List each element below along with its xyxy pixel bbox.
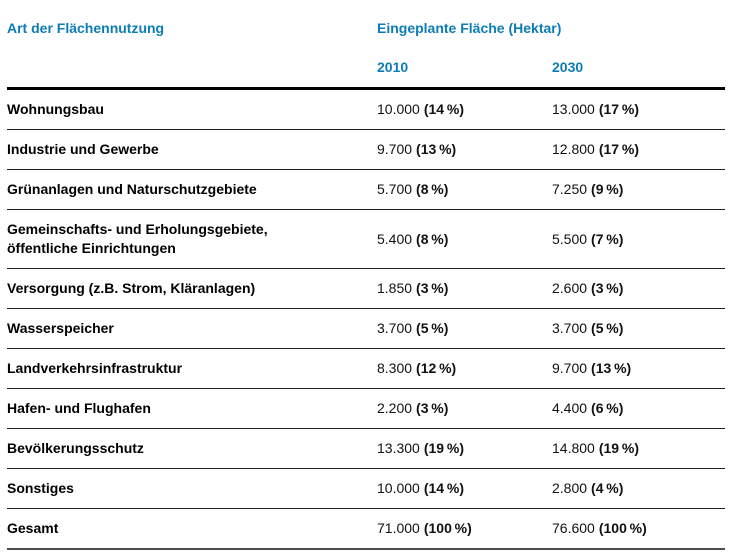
value-number: 3.700 [552,320,588,336]
table-row-sonstiges: Sonstiges 10.000 (14 %) 2.800 (4 %) [7,469,725,509]
value-percent: (14 %) [423,101,464,117]
table-row-hafen-und-flughafen: Hafen- und Flughafen 2.200 (3 %) 4.400 (6 … [7,389,725,429]
table-row-bevoelkerungsschutz: Bevölkerungsschutz 13.300 (19 %) 14.800 (1… [7,429,725,469]
row-label: Hafen- und Flughafen [7,400,151,416]
row-label: Gemeinschafts- und Erholungsgebiete, öff… [7,221,268,256]
value-percent: (4 %) [591,480,624,496]
value-2030: 5.500 (7 %) [552,230,725,249]
value-number: 13.300 [377,440,420,456]
land-use-table: Art der Flächennutzung Eingeplante Fläch… [7,0,725,550]
row-label: Bevölkerungsschutz [7,440,144,456]
value-percent: (3 %) [591,280,624,296]
value-2030: 13.000 (17 %) [552,100,725,119]
value-2030: 3.700 (5 %) [552,319,725,338]
value-2010: 8.300 (12 %) [377,359,552,378]
value-2010: 10.000 (14 %) [377,100,552,119]
value-number: 3.700 [377,320,413,336]
value-percent: (17 %) [598,101,639,117]
value-percent: (19 %) [423,440,464,456]
table-row-gruenanlagen: Grünanlagen und Naturschutzgebiete 5.700… [7,170,725,210]
row-label: Industrie und Gewerbe [7,141,159,157]
value-number: 9.700 [552,360,588,376]
header-years-row: 2010 2030 [7,58,725,77]
value-number: 5.700 [377,181,413,197]
value-percent: (7 %) [591,230,624,247]
year-header-2030: 2030 [552,59,584,75]
year-header-2010: 2010 [377,59,409,75]
value-percent: (9 %) [591,181,624,197]
value-percent: (17 %) [598,141,639,157]
value-percent: (14 %) [423,480,464,496]
value-2030: 12.800 (17 %) [552,140,725,159]
value-number: 10.000 [377,101,420,117]
value-number: 1.850 [377,280,413,296]
value-number: 76.600 [552,520,595,536]
header-spacer [7,58,377,77]
value-percent: (13 %) [416,141,457,157]
value-percent: (5 %) [591,320,624,336]
value-2030: 7.250 (9 %) [552,180,725,199]
value-percent: (12 %) [416,360,457,376]
value-2010: 1.850 (3 %) [377,279,552,298]
value-number: 8.300 [377,360,413,376]
value-2030: 9.700 (13 %) [552,359,725,378]
value-number: 13.000 [552,101,595,117]
column-header-art-der-flaechennutzung: Art der Flächennutzung [7,20,165,36]
value-number: 2.800 [552,480,588,496]
value-number: 5.400 [377,230,413,247]
value-percent: (13 %) [591,360,632,376]
column-header-eingeplante-flaeche: Eingeplante Fläche (Hektar) [377,20,562,36]
row-label: Sonstiges [7,480,74,496]
value-2030: 2.600 (3 %) [552,279,725,298]
table-row-landverkehrsinfrastruktur: Landverkehrsinfrastruktur 8.300 (12 %) 9.… [7,349,725,389]
row-label: Landverkehrsinfrastruktur [7,360,183,376]
value-percent: (6 %) [591,400,624,416]
value-percent: (8 %) [416,181,449,197]
row-label: Wohnungsbau [7,101,104,117]
value-percent: (8 %) [416,230,449,247]
value-2010: 13.300 (19 %) [377,439,552,458]
value-number: 10.000 [377,480,420,496]
table-header: Art der Flächennutzung Eingeplante Fläch… [7,19,725,90]
value-number: 5.500 [552,230,588,247]
value-percent: (3 %) [416,280,449,296]
row-label: Gesamt [7,520,59,536]
row-label: Versorgung (z.B. Strom, Kläranlagen) [7,280,256,296]
value-number: 7.250 [552,181,588,197]
value-number: 2.600 [552,280,588,296]
value-2030: 76.600 (100 %) [552,519,725,538]
value-2010: 5.700 (8 %) [377,180,552,199]
value-2010: 2.200 (3 %) [377,399,552,418]
value-percent: (100 %) [423,520,472,536]
value-number: 14.800 [552,440,595,456]
value-number: 12.800 [552,141,595,157]
value-number: 2.200 [377,400,413,416]
value-percent: (100 %) [598,520,647,536]
header-titles-row: Art der Flächennutzung Eingeplante Fläch… [7,19,725,38]
row-label: Wasserspeicher [7,320,114,336]
value-2010: 5.400 (8 %) [377,230,552,249]
table-row-gemeinschafts-erholungsgebiete: Gemeinschafts- und Erholungsgebiete, öff… [7,210,725,269]
value-2010: 71.000 (100 %) [377,519,552,538]
table-row-gesamt: Gesamt 71.000 (100 %) 76.600 (100 %) [7,509,725,550]
table-row-industrie-und-gewerbe: Industrie und Gewerbe 9.700 (13 %) 12.800… [7,130,725,170]
value-number: 71.000 [377,520,420,536]
table-row-wasserspeicher: Wasserspeicher 3.700 (5 %) 3.700 (5 %) [7,309,725,349]
value-2010: 10.000 (14 %) [377,479,552,498]
value-2010: 3.700 (5 %) [377,319,552,338]
value-number: 9.700 [377,141,413,157]
value-percent: (3 %) [416,400,449,416]
value-2030: 2.800 (4 %) [552,479,725,498]
table-row-versorgung: Versorgung (z.B. Strom, Kläranlagen) 1.8… [7,269,725,309]
value-percent: (19 %) [598,440,639,456]
value-2030: 14.800 (19 %) [552,439,725,458]
value-number: 4.400 [552,400,588,416]
table-row-wohnungsbau: Wohnungsbau 10.000 (14 %) 13.000 (17 %) [7,90,725,130]
value-2030: 4.400 (6 %) [552,399,725,418]
value-2010: 9.700 (13 %) [377,140,552,159]
row-label: Grünanlagen und Naturschutzgebiete [7,181,257,197]
value-percent: (5 %) [416,320,449,336]
